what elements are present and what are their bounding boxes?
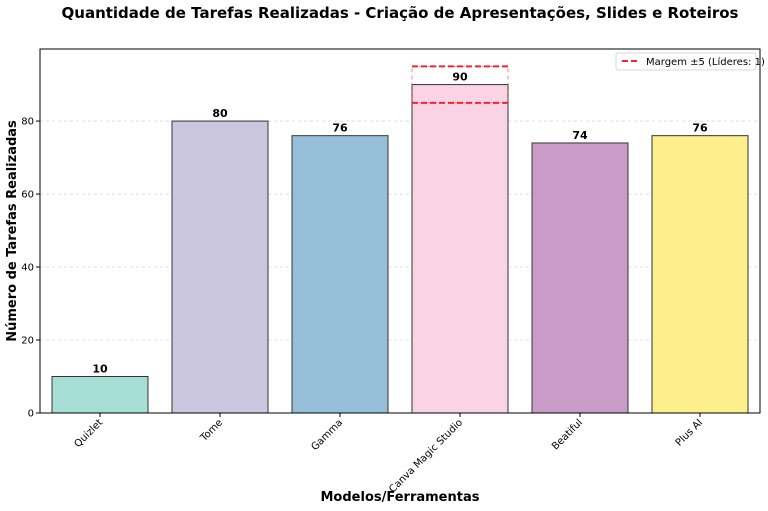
y-tick-label: 80 [21,117,34,128]
margin-band-box [411,65,509,104]
legend: Margem ±5 (Líderes: 1) [615,52,765,71]
bars: 10 80 76 90 74 76 [51,71,749,414]
bar-value-label: 10 [92,363,108,376]
bar-value-label: 80 [212,107,228,120]
y-axis-ticks: 0 20 40 60 80 [21,117,40,420]
x-tick-label: Canva Magic Studio [387,417,465,495]
bar-value-label: 74 [572,129,588,142]
bar [291,135,389,414]
y-tick-label: 40 [21,263,34,274]
bar [51,376,149,414]
legend-box [615,52,757,71]
bar [531,142,629,414]
y-axis-label: Número de Tarefas Realizadas [5,120,20,342]
bar-value-label: 90 [452,71,468,84]
bar-value-label: 76 [692,122,708,135]
y-tick-label: 0 [28,409,34,420]
x-tick-label: Plus AI [674,417,705,448]
x-axis-label: Modelos/Ferramentas [321,490,480,505]
plot-frame [39,48,761,414]
x-tick-label: Tome [198,417,225,444]
bar [171,120,269,414]
x-tick-label: Gamma [309,417,345,453]
y-tick-label: 60 [21,190,34,201]
bar [411,84,509,414]
y-tick-label: 20 [21,336,34,347]
legend-entry-margin: Margem ±5 (Líderes: 1) [646,56,765,68]
bar [651,135,749,414]
x-tick-label: Quizlet [73,417,106,450]
x-axis-ticks: Quizlet Tome Gamma Canva Magic Studio Beatif… [73,413,705,495]
bar-value-label: 76 [332,122,348,135]
chart-title: Quantidade de Tarefas Realizadas - Criaç… [62,4,739,22]
leader-margin-band [411,65,509,104]
x-tick-label: Beatiful [550,417,585,452]
